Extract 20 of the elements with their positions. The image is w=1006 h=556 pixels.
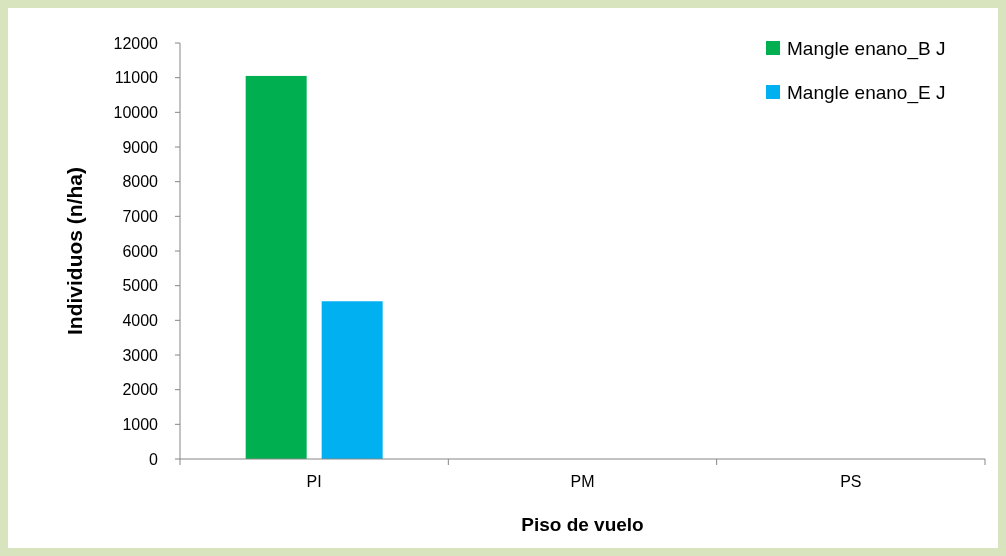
y-tick-label: 12000 [113, 34, 159, 52]
y-tick-label: 7000 [122, 207, 159, 225]
legend-label: Mangle enano_B J [787, 37, 946, 60]
y-tick-label: 6000 [122, 242, 159, 260]
y-tick-label: 11000 [114, 69, 159, 87]
x-axis-title: Piso de vuelo [521, 514, 644, 535]
x-tick-label: PS [840, 473, 862, 490]
y-tick-label: 3000 [122, 346, 159, 364]
y-tick-label: 2000 [122, 381, 159, 399]
y-tick-label: 9000 [122, 138, 159, 156]
y-tick-label: 10000 [113, 103, 159, 121]
y-tick-label: 0 [149, 450, 159, 468]
y-axis-title: Individuos (n/ha) [63, 167, 86, 335]
y-tick-label: 1000 [122, 415, 159, 433]
y-tick-label: 8000 [122, 173, 159, 191]
y-tick-label: 4000 [122, 311, 159, 329]
y-tick-label: 5000 [122, 277, 159, 295]
x-tick-label: PI [306, 473, 322, 490]
legend-label: Mangle enano_E J [787, 81, 946, 104]
x-tick-label: PM [570, 473, 595, 490]
